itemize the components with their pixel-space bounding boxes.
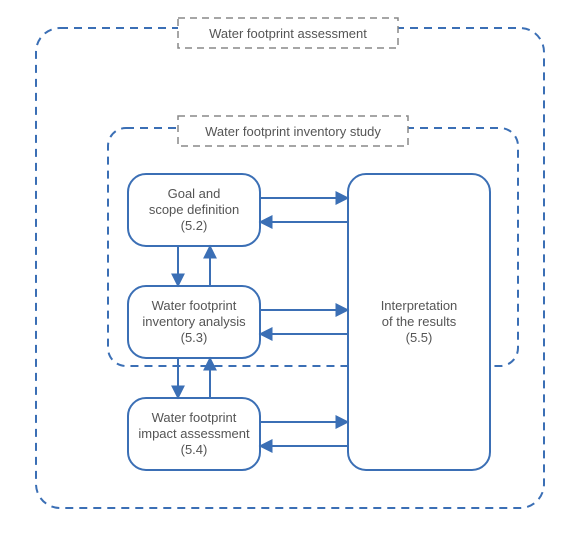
impact-line3: (5.4) [181,442,208,457]
outer-title-text: Water footprint assessment [209,26,367,41]
inv-line1: Water footprint [152,298,237,313]
inv-line3: (5.3) [181,330,208,345]
goal-line2: scope definition [149,202,239,217]
impact-line2: impact assessment [138,426,250,441]
interp-line2: of the results [382,314,457,329]
diagram-canvas: Water footprint assessment Water footpri… [0,0,577,536]
inner-title-text: Water footprint inventory study [205,124,381,139]
interp-line3: (5.5) [406,330,433,345]
impact-line1: Water footprint [152,410,237,425]
goal-line1: Goal and [168,186,221,201]
inv-line2: inventory analysis [142,314,246,329]
interp-line1: Interpretation [381,298,458,313]
goal-line3: (5.2) [181,218,208,233]
